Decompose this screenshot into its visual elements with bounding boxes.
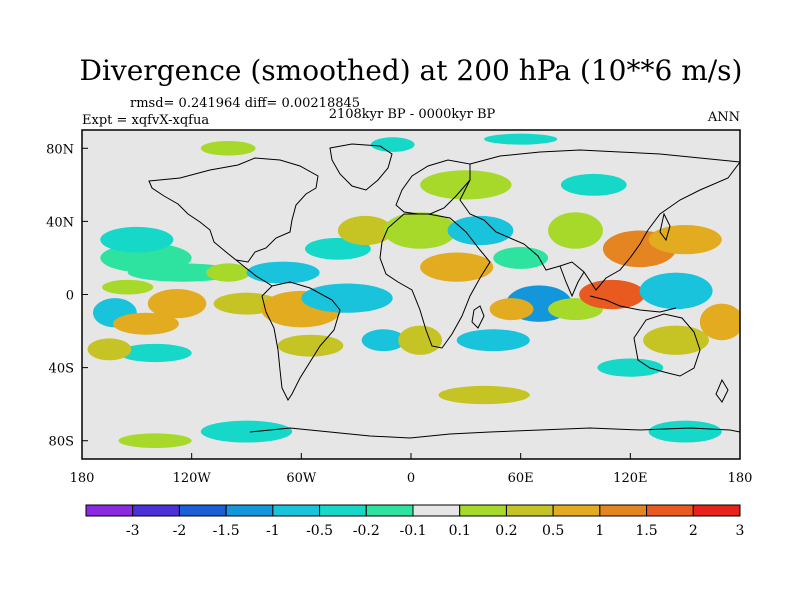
colorbar-label-5: -0.2 [353,523,380,539]
y-tick-label-1: 40N [46,215,74,230]
period-label: 2108kyr BP - 0000kyr BP [329,107,496,122]
coastline-australia [633,313,701,377]
divergence-region-33 [560,173,627,196]
divergence-region-17 [361,329,406,352]
y-axis-ticks: 80N 40N 0 40S 80S [46,142,88,450]
y-tick-label-2: 0 [66,289,74,304]
divergence-region-9 [206,263,251,282]
divergence-region-41 [200,420,293,443]
colorbar-label-12: 2 [689,523,698,539]
divergence-region-29 [639,272,713,310]
colorbar-label-0: -3 [126,523,140,539]
divergence-region-42 [648,420,722,443]
divergence-region-3 [147,289,207,319]
divergence-region-34 [643,325,709,355]
x-tick-label-4: 60E [508,471,534,486]
colorbar-label-3: -1 [266,523,280,539]
colorbar-swatch-7 [412,504,461,517]
season-label: ANN [707,110,740,125]
divergence-field [87,133,740,449]
coastline-indonesia [589,295,677,313]
colorbar-label-8: 0.2 [495,523,517,539]
divergence-region-10 [246,261,320,284]
coastline-south-america [261,281,341,401]
divergence-region-23 [493,246,549,269]
coastlines [148,143,740,439]
divergence-region-32 [548,212,603,249]
divergence-region-38 [370,137,415,152]
y-tick-label-0: 80N [46,142,74,157]
divergence-region-15 [337,215,393,246]
divergence-region-35 [699,303,740,341]
colorbar-label-9: 0.5 [542,523,564,539]
divergence-region-28 [579,279,645,310]
coastline-japan [659,212,671,242]
divergence-region-26 [456,329,530,352]
colorbar-label-11: 1.5 [635,523,657,539]
coastline-central-america [235,259,273,287]
colorbar-swatch-0 [85,504,134,517]
colorbar-label-7: 0.1 [449,523,471,539]
x-tick-label-1: 120W [173,471,212,486]
colorbar-swatch-4 [272,504,321,517]
divergence-region-25 [489,298,534,321]
divergence-region-21 [447,215,514,246]
colorbar-label-13: 3 [736,523,745,539]
chart-title: Divergence (smoothed) at 200 hPa (10**6 … [80,54,743,87]
divergence-region-8 [87,338,132,361]
divergence-region-36 [597,358,664,377]
colorbar-swatch-13 [692,504,741,517]
divergence-region-39 [200,140,256,156]
stats-label: rmsd= 0.241964 diff= 0.00218845 [130,96,360,111]
divergence-region-7 [118,343,192,363]
coastline-madagascar [471,305,485,329]
colorbar-swatch-5 [319,504,367,517]
x-tick-label-6: 180 [728,471,753,486]
x-tick-label-3: 0 [407,471,415,486]
coastline-north-america [148,157,319,263]
divergence-region-16 [277,334,344,357]
colorbar-swatch-6 [365,504,414,517]
coastline-new-zealand [715,378,729,403]
y-tick-label-4: 80S [49,435,74,450]
divergence-region-43 [118,433,192,449]
colorbar-label-1: -2 [173,523,187,539]
x-tick-label-5: 120E [613,471,647,486]
colorbar-swatch-10 [552,504,601,517]
colorbar-swatch-1 [132,504,180,517]
x-axis-ticks: 180 120W 60W 0 60E 120E 180 [70,453,753,486]
x-tick-label-2: 60W [286,471,317,486]
divergence-region-31 [648,225,722,255]
divergence-region-5 [100,226,174,253]
colorbar-label-4: -0.5 [306,523,333,539]
x-tick-label-0: 180 [70,471,95,486]
divergence-region-37 [438,385,530,405]
coastline-india [559,265,585,298]
colorbar-swatch-8 [459,504,507,517]
divergence-region-2 [102,279,154,295]
divergence-region-13 [301,283,393,313]
colorbar-swatch-9 [505,504,554,517]
coastline-antarctica [249,427,740,439]
coastline-africa [379,213,491,349]
colorbar-label-6: -0.1 [400,523,427,539]
y-tick-label-3: 40S [49,362,74,377]
colorbar-label-10: 1 [595,523,604,539]
colorbar-label-2: -1.5 [213,523,240,539]
colorbar-swatch-11 [599,504,648,517]
colorbar: -3 -2 -1.5 -1 -0.5 -0.2 -0.1 0.1 0.2 0.5 1 1.5 2 3 [85,504,745,539]
colorbar-swatch-3 [225,504,274,517]
coastline-greenland [329,143,393,191]
coastline-asia [459,149,740,291]
experiment-label: Expt = xqfvX-xqfua [82,113,209,128]
divergence-region-18 [398,325,443,355]
divergence-region-19 [383,212,457,249]
colorbar-swatch-12 [646,504,694,517]
divergence-region-1 [113,312,179,335]
divergence-region-40 [484,133,558,145]
colorbar-swatch-2 [178,504,227,517]
divergence-region-20 [420,252,494,282]
